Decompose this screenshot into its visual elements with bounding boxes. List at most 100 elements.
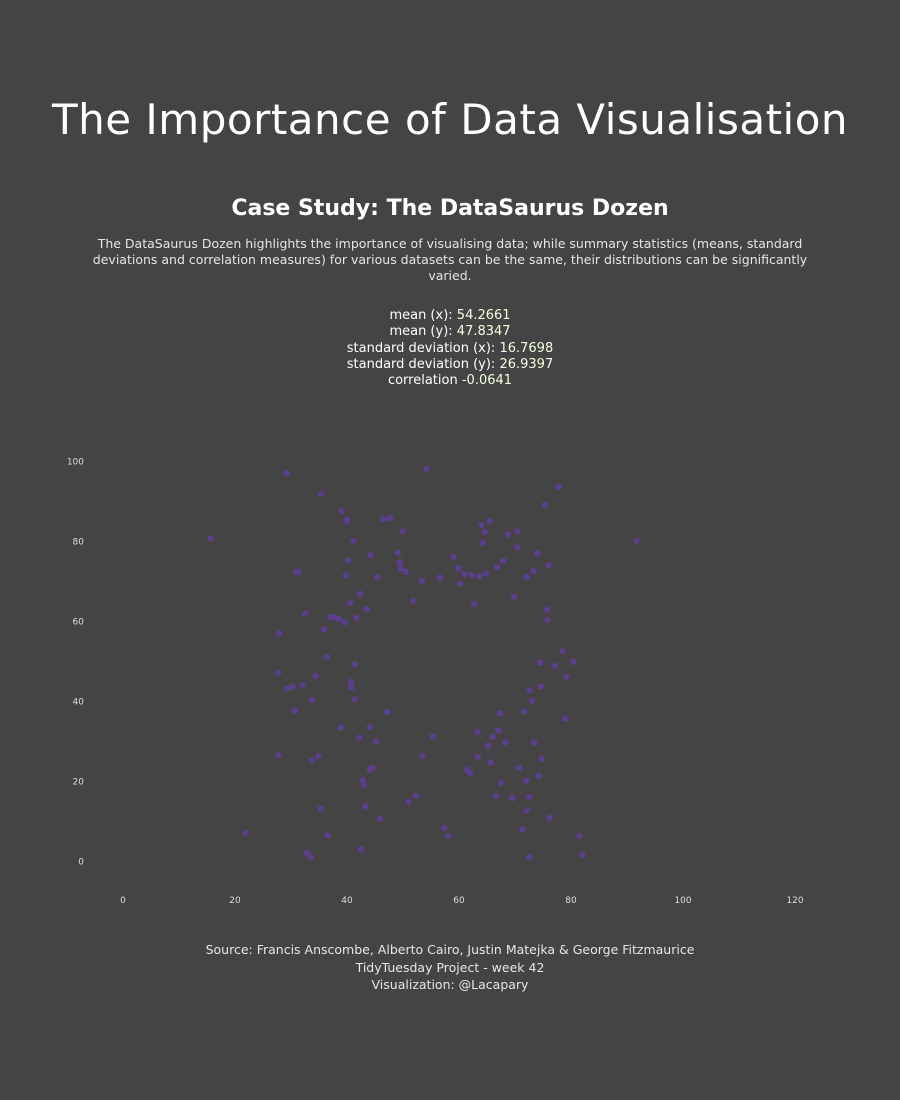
data-point xyxy=(537,683,544,690)
data-point xyxy=(495,727,502,734)
data-points xyxy=(207,465,640,861)
data-point xyxy=(543,606,551,613)
data-point xyxy=(350,537,357,545)
data-point xyxy=(356,734,363,741)
data-point xyxy=(376,815,384,822)
scatter-plot: 0 20 40 60 80 100 0 20 40 60 80 100 120 xyxy=(67,458,804,907)
data-point xyxy=(460,571,468,578)
data-point xyxy=(275,751,282,759)
stat-value: 16.7698 xyxy=(499,340,554,356)
page-title: The Importance of Data Visualisation xyxy=(51,95,849,144)
x-axis-ticks: 0 20 40 60 80 100 120 xyxy=(120,896,804,906)
x-tick-label: 0 xyxy=(120,896,126,906)
data-point xyxy=(523,777,530,784)
data-point xyxy=(289,683,296,690)
data-point xyxy=(497,710,504,717)
data-point xyxy=(546,814,553,821)
data-point xyxy=(520,708,528,715)
data-point xyxy=(523,807,530,814)
data-point xyxy=(504,531,511,538)
data-point xyxy=(497,779,505,787)
y-tick-label: 60 xyxy=(73,618,85,628)
data-point xyxy=(570,658,577,665)
data-point xyxy=(502,739,509,746)
data-point xyxy=(535,772,542,779)
data-point xyxy=(528,697,535,705)
data-point xyxy=(394,549,402,556)
data-point xyxy=(423,465,430,473)
data-point xyxy=(353,614,360,621)
data-point xyxy=(380,515,387,523)
data-point xyxy=(509,795,516,802)
data-point xyxy=(551,662,558,669)
data-point xyxy=(347,599,354,606)
data-point xyxy=(510,593,518,600)
y-tick-label: 100 xyxy=(67,458,84,468)
stat-label: correlation xyxy=(387,373,458,389)
data-point xyxy=(320,626,328,633)
data-point xyxy=(526,687,533,694)
data-point xyxy=(534,550,541,557)
y-tick-label: 20 xyxy=(73,778,85,788)
stat-mean-y: mean (y): 47.8347 xyxy=(0,324,900,340)
data-point xyxy=(456,580,464,587)
stat-label: mean (x): xyxy=(389,308,453,323)
data-point xyxy=(337,724,344,731)
data-point xyxy=(514,544,521,551)
footer-source: Source: Francis Anscombe, Alberto Cairo,… xyxy=(205,942,695,957)
data-point xyxy=(441,824,448,831)
data-point xyxy=(470,600,478,607)
data-point xyxy=(242,829,249,837)
footer-credits: Source: Francis Anscombe, Alberto Cairo,… xyxy=(0,941,900,994)
data-point xyxy=(576,833,583,840)
data-point xyxy=(482,570,490,577)
stat-label: mean (y): xyxy=(389,324,453,340)
data-point xyxy=(317,805,324,812)
data-point xyxy=(474,753,482,761)
data-point xyxy=(500,557,507,564)
data-point xyxy=(492,793,500,800)
data-point xyxy=(274,669,282,676)
x-tick-label: 60 xyxy=(453,896,465,906)
y-tick-label: 0 xyxy=(78,858,84,868)
x-tick-label: 120 xyxy=(786,896,803,906)
data-point xyxy=(530,567,537,575)
data-point xyxy=(312,673,319,680)
data-point xyxy=(541,501,548,509)
x-tick-label: 100 xyxy=(674,896,691,906)
data-point xyxy=(445,832,452,839)
stat-value: 26.9397 xyxy=(499,356,554,372)
data-point xyxy=(299,681,306,689)
stat-sd-x: standard deviation (x): 16.7698 xyxy=(0,341,900,357)
data-point xyxy=(396,559,403,566)
data-point xyxy=(489,733,496,740)
x-tick-label: 20 xyxy=(229,896,241,906)
data-point xyxy=(295,568,302,575)
data-point xyxy=(487,759,495,766)
description-text: The DataSaurus Dozen highlights the impo… xyxy=(92,236,808,283)
stat-label: standard deviation (y): xyxy=(346,356,496,372)
data-point xyxy=(525,853,533,861)
y-tick-label: 80 xyxy=(73,538,85,548)
data-point xyxy=(357,846,365,853)
data-point xyxy=(468,571,475,579)
data-point xyxy=(481,528,488,535)
data-point xyxy=(419,752,426,759)
data-point xyxy=(402,568,409,575)
data-point xyxy=(343,516,351,523)
data-point xyxy=(366,723,374,731)
data-point xyxy=(369,764,376,771)
data-point xyxy=(344,557,352,564)
data-point xyxy=(538,755,546,762)
data-point xyxy=(360,781,367,789)
data-point xyxy=(486,517,493,525)
data-point xyxy=(463,766,470,773)
stat-label: standard deviation (x): xyxy=(346,340,496,356)
data-point xyxy=(563,673,570,680)
data-point xyxy=(351,696,358,703)
data-point xyxy=(397,565,404,572)
data-point xyxy=(386,514,394,521)
data-point xyxy=(409,597,417,605)
data-point xyxy=(357,590,364,597)
stat-value: 47.8347 xyxy=(456,324,511,340)
